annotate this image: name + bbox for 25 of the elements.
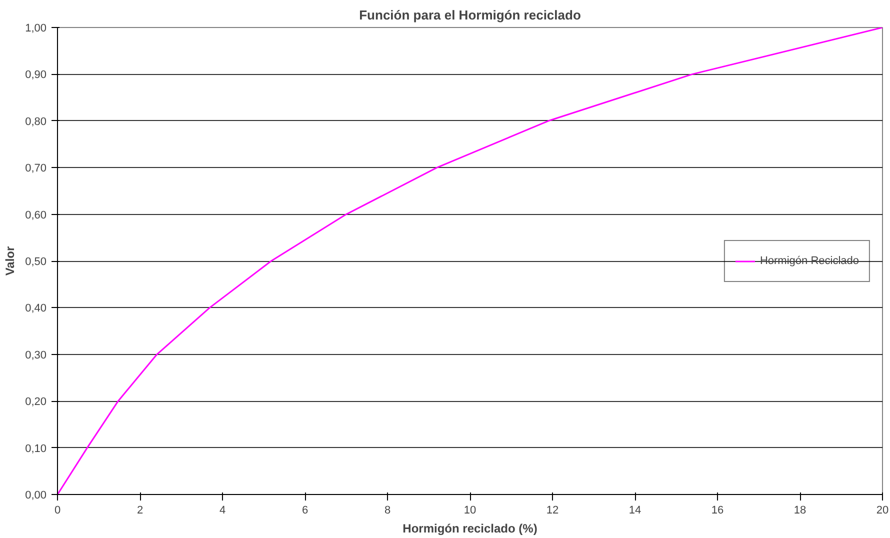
y-tick-label: 0,50	[25, 256, 47, 268]
x-tick-label: 10	[464, 504, 476, 516]
x-tick-label: 16	[711, 504, 724, 516]
chart-title: Función para el Hormigón reciclado	[359, 8, 581, 22]
y-tick-label: 0,30	[25, 349, 47, 362]
x-tick-label: 8	[384, 504, 391, 516]
y-axis-title: Valor	[3, 246, 18, 276]
x-axis-title: Hormigón reciclado (%)	[402, 522, 538, 536]
y-tick-label: 0,60	[25, 209, 47, 222]
x-tick-label: 4	[219, 504, 226, 516]
y-tick-label: 0,90	[25, 69, 47, 82]
x-tick-label: 0	[54, 504, 61, 516]
x-tick-label: 20	[876, 504, 889, 516]
y-tick-label: 0,20	[25, 396, 47, 408]
x-tick-label: 14	[628, 504, 642, 516]
x-tick-label: 18	[794, 504, 806, 516]
y-tick-label: 0,00	[25, 490, 47, 502]
x-tick-label: 6	[302, 504, 308, 516]
y-tick-label: 0,40	[25, 302, 47, 315]
x-tick-label: 2	[136, 504, 144, 516]
y-tick-label: 0,70	[25, 162, 47, 175]
x-tick-label: 12	[546, 504, 559, 516]
y-tick-label: 1,00	[25, 22, 47, 34]
y-tick-label: 0,80	[25, 116, 47, 128]
y-tick-label: 0,10	[25, 442, 47, 455]
